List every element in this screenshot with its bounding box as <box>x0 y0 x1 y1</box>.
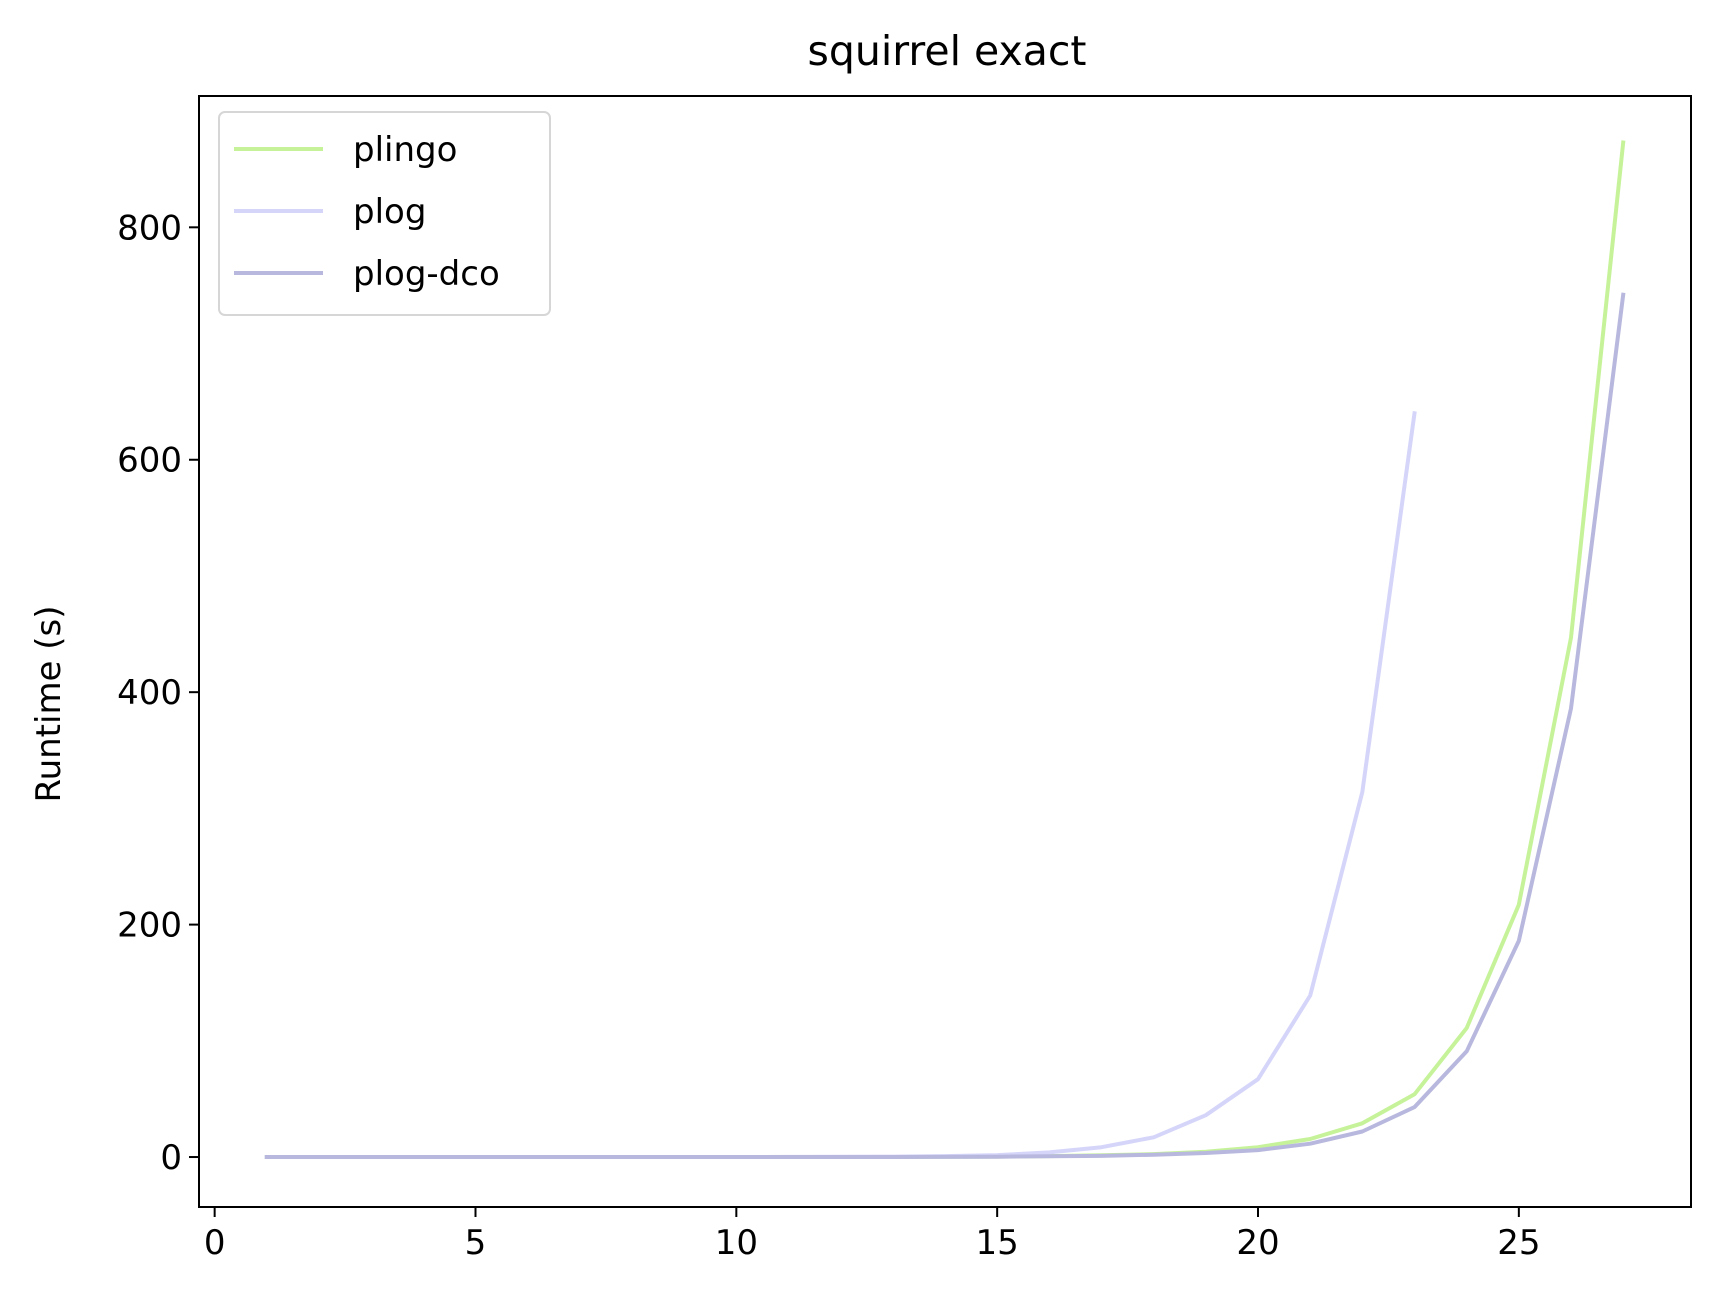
chart-title: squirrel exact <box>807 27 1086 75</box>
x-tick-label: 25 <box>1497 1223 1540 1263</box>
legend-label-plingo: plingo <box>353 130 457 170</box>
y-tick-label: 200 <box>117 906 182 946</box>
legend-label-plog-dco: plog-dco <box>353 254 500 294</box>
y-tick-label: 600 <box>117 441 182 481</box>
x-tick-label: 20 <box>1236 1223 1279 1263</box>
x-tick-label: 0 <box>204 1223 226 1263</box>
x-tick-label: 5 <box>465 1223 487 1263</box>
y-tick-label: 800 <box>117 208 182 248</box>
x-tick-label: 15 <box>976 1223 1019 1263</box>
y-tick-label: 0 <box>160 1138 182 1178</box>
y-tick-label: 400 <box>117 673 182 713</box>
legend: plingo plog plog-dco <box>219 112 550 315</box>
y-axis-label: Runtime (s) <box>29 605 69 802</box>
legend-label-plog: plog <box>353 192 426 232</box>
x-tick-label: 10 <box>715 1223 758 1263</box>
